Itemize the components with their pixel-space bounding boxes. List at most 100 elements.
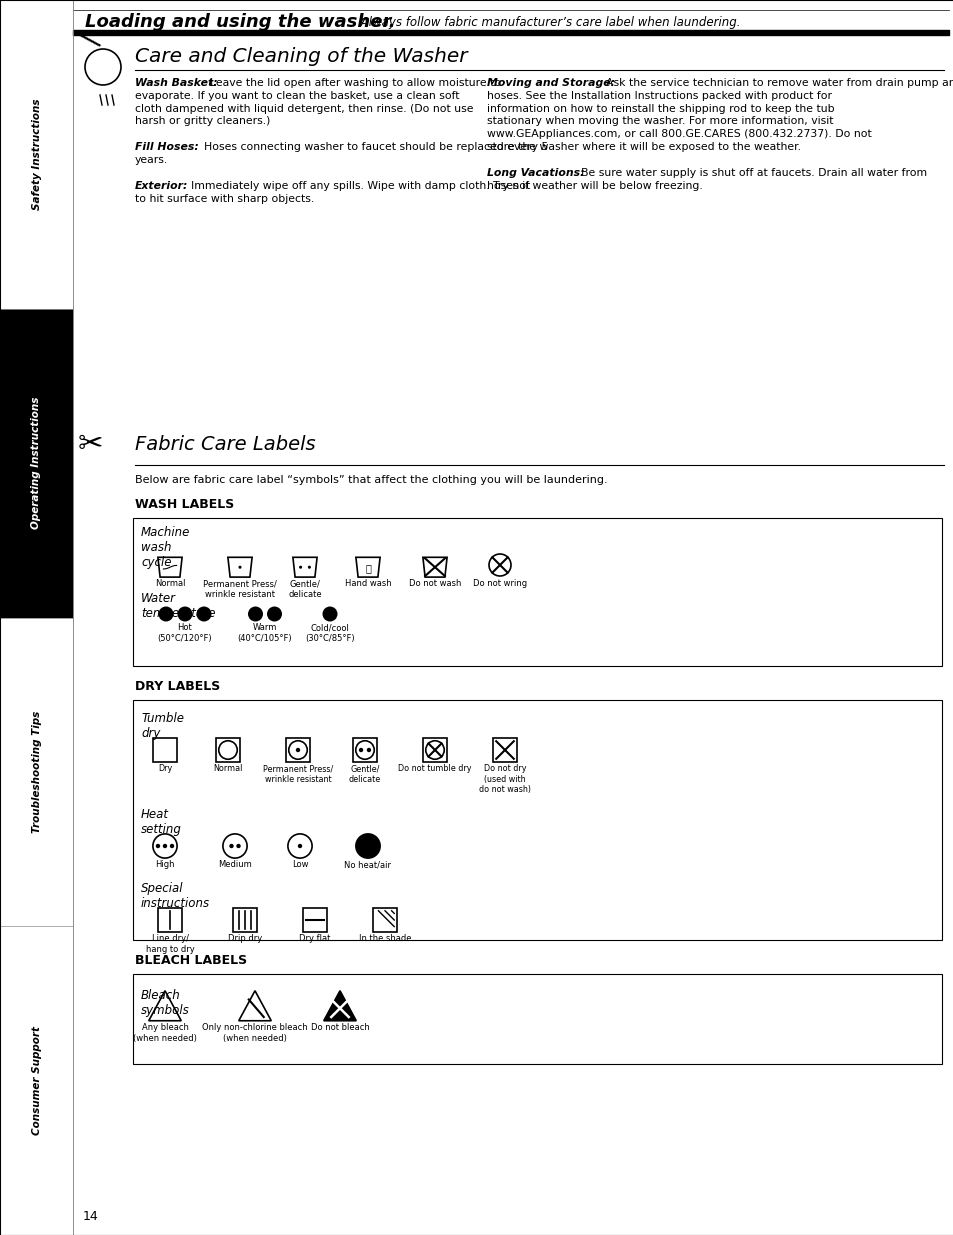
Bar xyxy=(422,737,447,762)
Text: Immediately wipe off any spills. Wipe with damp cloth. Try not: Immediately wipe off any spills. Wipe wi… xyxy=(191,180,530,190)
Text: Fabric Care Labels: Fabric Care Labels xyxy=(135,435,315,454)
Polygon shape xyxy=(323,990,355,1021)
Text: Ask the service technician to remove water from drain pump and: Ask the service technician to remove wat… xyxy=(605,78,953,88)
Text: Always follow fabric manufacturer’s care label when laundering.: Always follow fabric manufacturer’s care… xyxy=(356,16,740,28)
Text: harsh or gritty cleaners.): harsh or gritty cleaners.) xyxy=(135,116,270,126)
Text: Only non-chlorine bleach
(when needed): Only non-chlorine bleach (when needed) xyxy=(202,1024,308,1042)
Circle shape xyxy=(236,844,240,848)
Text: Safety Instructions: Safety Instructions xyxy=(31,99,42,210)
Circle shape xyxy=(196,606,212,621)
Text: to hit surface with sharp objects.: to hit surface with sharp objects. xyxy=(135,194,314,204)
Circle shape xyxy=(155,844,160,848)
Text: Cold/cool
(30°C/85°F): Cold/cool (30°C/85°F) xyxy=(305,624,355,643)
Text: WASH LABELS: WASH LABELS xyxy=(135,498,234,511)
Circle shape xyxy=(170,844,174,848)
Bar xyxy=(132,974,941,1065)
Text: Long Vacations:: Long Vacations: xyxy=(486,168,584,178)
Circle shape xyxy=(366,748,371,752)
Bar xyxy=(132,517,941,666)
Text: Leave the lid open after washing to allow moisture to: Leave the lid open after washing to allo… xyxy=(210,78,500,88)
Text: Care and Cleaning of the Washer: Care and Cleaning of the Washer xyxy=(135,47,467,65)
Circle shape xyxy=(295,748,300,752)
Text: Dry: Dry xyxy=(157,764,172,773)
Circle shape xyxy=(238,566,241,569)
Text: Low: Low xyxy=(292,861,308,869)
Text: Permanent Press/
wrinkle resistant: Permanent Press/ wrinkle resistant xyxy=(263,764,333,784)
Bar xyxy=(353,737,376,762)
Circle shape xyxy=(322,606,337,621)
Text: Loading and using the washer.: Loading and using the washer. xyxy=(85,14,395,31)
Text: www.GEAppliances.com, or call 800.GE.CARES (800.432.2737). Do not: www.GEAppliances.com, or call 800.GE.CAR… xyxy=(486,130,871,140)
Bar xyxy=(152,737,177,762)
Text: hoses. See the Installation Instructions packed with product for: hoses. See the Installation Instructions… xyxy=(486,91,831,101)
Text: DRY LABELS: DRY LABELS xyxy=(135,680,220,693)
Text: Gentle/
delicate: Gentle/ delicate xyxy=(288,579,321,599)
Bar xyxy=(215,737,240,762)
Text: Machine
wash
cycle: Machine wash cycle xyxy=(141,526,191,569)
Circle shape xyxy=(355,834,379,858)
Text: stationary when moving the washer. For more information, visit: stationary when moving the washer. For m… xyxy=(486,116,833,126)
Circle shape xyxy=(229,844,233,848)
Text: Consumer Support: Consumer Support xyxy=(31,1026,42,1135)
Text: information on how to reinstall the shipping rod to keep the tub: information on how to reinstall the ship… xyxy=(486,104,834,114)
Circle shape xyxy=(358,748,363,752)
Text: \: \ xyxy=(78,27,104,53)
Text: BLEACH LABELS: BLEACH LABELS xyxy=(135,953,247,967)
Text: Normal: Normal xyxy=(154,579,185,588)
Text: Medium: Medium xyxy=(218,861,252,869)
Text: ✋: ✋ xyxy=(365,563,371,573)
Text: 14: 14 xyxy=(83,1210,99,1223)
Text: hoses if weather will be below freezing.: hoses if weather will be below freezing. xyxy=(486,180,702,190)
Circle shape xyxy=(298,566,302,569)
Text: Do not dry
(used with
do not wash): Do not dry (used with do not wash) xyxy=(478,764,531,794)
Text: Bleach
symbols: Bleach symbols xyxy=(141,989,190,1016)
Circle shape xyxy=(267,606,282,621)
Text: store the washer where it will be exposed to the weather.: store the washer where it will be expose… xyxy=(486,142,801,152)
Text: Gentle/
delicate: Gentle/ delicate xyxy=(349,764,381,784)
Bar xyxy=(233,908,256,932)
Text: In the shade: In the shade xyxy=(358,935,411,944)
Text: Normal: Normal xyxy=(213,764,242,773)
Bar xyxy=(0,309,73,618)
Text: Do not wash: Do not wash xyxy=(409,579,460,588)
Text: Troubleshooting Tips: Troubleshooting Tips xyxy=(31,711,42,832)
Text: Line dry/
hang to dry: Line dry/ hang to dry xyxy=(146,935,194,953)
Text: Warm
(40°C/105°F): Warm (40°C/105°F) xyxy=(237,624,292,643)
Text: Tumble
dry: Tumble dry xyxy=(141,713,184,740)
Circle shape xyxy=(177,606,193,621)
Text: High: High xyxy=(155,861,174,869)
Text: No heat/air: No heat/air xyxy=(344,861,391,869)
Text: Moving and Storage:: Moving and Storage: xyxy=(486,78,615,88)
Bar xyxy=(0,926,73,1235)
Circle shape xyxy=(308,566,311,569)
Bar xyxy=(286,737,310,762)
Text: Operating Instructions: Operating Instructions xyxy=(31,396,42,530)
Text: Exterior:: Exterior: xyxy=(135,180,188,190)
Text: Be sure water supply is shut off at faucets. Drain all water from: Be sure water supply is shut off at fauc… xyxy=(580,168,925,178)
Text: Drip dry: Drip dry xyxy=(228,935,262,944)
Text: Do not wring: Do not wring xyxy=(473,579,526,588)
Text: Wash Basket:: Wash Basket: xyxy=(135,78,217,88)
Text: Any bleach
(when needed): Any bleach (when needed) xyxy=(132,1024,196,1042)
Text: years.: years. xyxy=(135,156,168,165)
Bar xyxy=(303,908,327,932)
Text: Do not tumble dry: Do not tumble dry xyxy=(397,764,471,773)
Text: Dry flat: Dry flat xyxy=(299,935,331,944)
Text: Hand wash: Hand wash xyxy=(344,579,391,588)
Text: Water
temperature: Water temperature xyxy=(141,592,215,620)
Text: Special
instructions: Special instructions xyxy=(141,882,210,910)
Bar xyxy=(373,908,396,932)
Text: Hot
(50°C/120°F): Hot (50°C/120°F) xyxy=(157,624,213,643)
Bar xyxy=(493,737,517,762)
Bar xyxy=(0,0,73,309)
Text: evaporate. If you want to clean the basket, use a clean soft: evaporate. If you want to clean the bask… xyxy=(135,91,459,101)
Text: Fill Hoses:: Fill Hoses: xyxy=(135,142,198,152)
Text: cloth dampened with liquid detergent, then rinse. (Do not use: cloth dampened with liquid detergent, th… xyxy=(135,104,473,114)
Circle shape xyxy=(158,606,173,621)
Text: ✂: ✂ xyxy=(78,430,103,459)
Text: Heat
setting: Heat setting xyxy=(141,808,182,836)
Circle shape xyxy=(248,606,263,621)
Bar xyxy=(132,700,941,940)
Text: Permanent Press/
wrinkle resistant: Permanent Press/ wrinkle resistant xyxy=(203,579,276,599)
Text: Hoses connecting washer to faucet should be replaced every 5: Hoses connecting washer to faucet should… xyxy=(203,142,547,152)
